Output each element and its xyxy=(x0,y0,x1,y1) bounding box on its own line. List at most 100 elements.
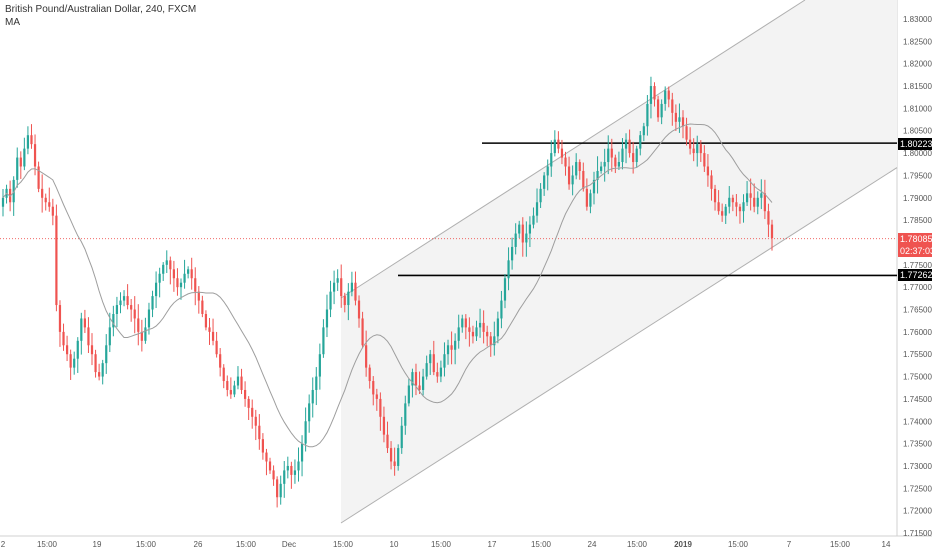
candle-body xyxy=(343,296,346,306)
candle-body xyxy=(500,300,503,319)
candle xyxy=(468,317,471,347)
candle-body xyxy=(58,305,62,332)
price-tick-label: 1.80500 xyxy=(903,127,932,136)
candle-body xyxy=(55,215,58,306)
candle xyxy=(190,257,193,290)
candle-body xyxy=(393,461,396,466)
candle xyxy=(286,456,289,479)
candle xyxy=(749,178,752,211)
candle-body xyxy=(236,376,240,386)
candle xyxy=(642,122,645,142)
candle-body xyxy=(475,327,478,337)
candle-body xyxy=(336,278,339,283)
time-tick-label: 15:00 xyxy=(830,540,851,549)
candle-body xyxy=(703,153,706,167)
candle-body xyxy=(756,197,759,207)
candle-body xyxy=(354,282,357,301)
candle xyxy=(418,371,421,394)
candle-body xyxy=(507,260,510,279)
candle xyxy=(528,216,532,248)
candle xyxy=(322,319,325,358)
candle-body xyxy=(589,193,592,207)
price-tick-label: 1.73000 xyxy=(903,462,932,471)
candle-body xyxy=(632,153,635,163)
candle xyxy=(119,292,122,314)
candle-body xyxy=(126,296,129,306)
candle-body xyxy=(600,166,603,171)
candle xyxy=(535,188,539,223)
candle-body xyxy=(575,162,578,176)
candle xyxy=(603,148,606,182)
candle xyxy=(614,154,617,174)
candle xyxy=(713,184,717,211)
candle-body xyxy=(329,291,332,310)
time-tick-label: 15:00 xyxy=(627,540,648,549)
candle-body xyxy=(165,260,168,265)
candle-body xyxy=(763,193,766,212)
candle xyxy=(226,375,229,397)
channel-upper-line xyxy=(340,0,806,299)
time-axis: 2 15:00 19 15:00 26 15:00 Dec 15:00 10 15:00 17 15:… xyxy=(1,540,891,549)
candle xyxy=(276,476,279,508)
candle-body xyxy=(713,188,717,203)
candle xyxy=(90,333,94,366)
candle xyxy=(756,191,759,215)
candle-body xyxy=(528,224,532,234)
candle-body xyxy=(41,188,44,198)
price-tick-label: 1.76500 xyxy=(903,306,932,315)
candle-body xyxy=(571,175,574,185)
channel-lower-line xyxy=(340,167,898,524)
candle xyxy=(496,311,499,344)
candle-body xyxy=(176,278,179,288)
candle-body xyxy=(546,166,549,176)
candle xyxy=(475,320,478,342)
candle-body xyxy=(308,403,311,422)
candle xyxy=(350,271,354,297)
candle-body xyxy=(44,197,47,203)
candle xyxy=(215,331,218,358)
candle xyxy=(162,262,165,281)
candle-body xyxy=(728,197,731,207)
candle-body xyxy=(596,170,599,180)
candle xyxy=(133,296,136,334)
candle-body xyxy=(162,264,165,274)
candle-body xyxy=(742,202,745,212)
candle-body xyxy=(518,224,521,234)
candle xyxy=(543,172,546,196)
price-tick-label: 1.75500 xyxy=(903,350,932,359)
candle-body xyxy=(108,327,111,346)
candle xyxy=(375,388,378,411)
candle-body xyxy=(258,425,261,440)
candle-body xyxy=(368,367,371,382)
candle xyxy=(379,392,382,431)
candle xyxy=(710,170,713,201)
candle-body xyxy=(478,322,482,328)
candle-body xyxy=(721,211,724,216)
candle-body xyxy=(272,470,275,480)
candle-body xyxy=(553,139,556,154)
candle-body xyxy=(204,313,208,328)
candle xyxy=(41,174,44,213)
candle-body xyxy=(69,354,72,368)
candle xyxy=(386,421,389,453)
candle xyxy=(685,117,688,146)
candle xyxy=(219,348,222,377)
candle-body xyxy=(137,318,140,332)
candle-body xyxy=(735,202,738,207)
candle-body xyxy=(254,416,257,426)
price-tick-label: 1.82000 xyxy=(903,60,932,69)
candle-body xyxy=(76,340,79,359)
candle xyxy=(179,278,183,300)
candle-body xyxy=(286,465,289,471)
candle-body xyxy=(421,376,425,390)
candle xyxy=(23,137,26,171)
candle-body xyxy=(350,282,354,292)
candle-body xyxy=(226,381,229,390)
candle-body xyxy=(26,135,30,149)
price-tick-label: 1.81500 xyxy=(903,82,932,91)
candle xyxy=(94,349,97,378)
candle xyxy=(279,475,282,505)
candle xyxy=(112,305,115,337)
